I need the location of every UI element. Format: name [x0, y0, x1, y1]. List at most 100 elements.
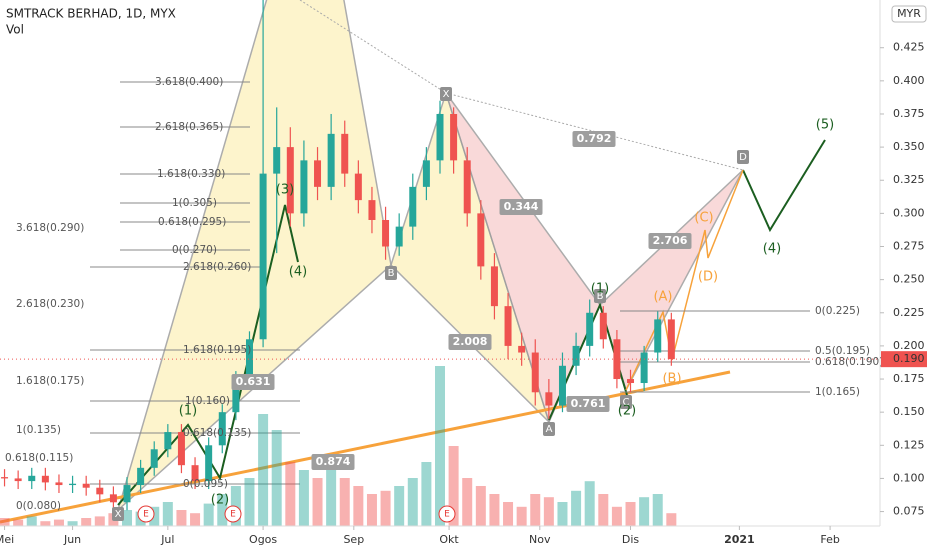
fib-label: 1(0.165) [815, 386, 860, 398]
volume-bar [557, 502, 568, 526]
candle-body [191, 465, 199, 482]
candle-body [368, 200, 376, 220]
x-tick-label: 2021 [724, 533, 755, 546]
x-tick-label: Jun [63, 533, 81, 546]
ratio-label: 2.008 [453, 335, 488, 348]
point-box [440, 87, 452, 101]
candle-body [586, 312, 594, 346]
volume-bar [639, 497, 650, 526]
candle-body [205, 445, 213, 482]
y-tick-label: 0.150 [893, 405, 925, 418]
x-tick-label: Jul [160, 533, 174, 546]
volume-bar [462, 478, 473, 526]
volume-bar [298, 470, 309, 526]
volume-bar [516, 506, 527, 526]
candle-body [504, 306, 512, 346]
candle-body [109, 494, 117, 503]
abcd-label: (B) [662, 372, 681, 387]
event-marker [224, 505, 242, 523]
candle-body [341, 133, 349, 174]
point-box [385, 266, 397, 280]
volume-bar [543, 497, 554, 526]
wave-label: (2) [211, 493, 229, 508]
x-tick-label: Dis [622, 533, 640, 546]
candle-body [28, 475, 36, 482]
point-label: X [115, 509, 122, 520]
fib-label: 0(0.225) [815, 305, 860, 317]
point-box [737, 150, 749, 164]
ratio-label: 0.792 [577, 132, 612, 145]
currency: MYR [897, 7, 921, 20]
fib-label: 2.618(0.260) [183, 261, 251, 273]
candle-body [422, 160, 430, 187]
volume-bar [217, 494, 228, 526]
point-box [620, 395, 632, 409]
candle-body [354, 173, 362, 201]
x-tick-label: Ogos [249, 533, 277, 546]
fib-label: 1.618(0.175) [16, 375, 84, 387]
y-tick-label: 0.300 [893, 206, 925, 219]
candle-body [96, 487, 104, 495]
point-label: X [443, 89, 450, 100]
point-box [594, 289, 606, 303]
volume-bar [285, 462, 296, 526]
y-tick-label: 0.325 [893, 173, 925, 186]
ratio-label: 0.761 [571, 397, 606, 410]
event-marker [438, 505, 456, 523]
volume-bar [94, 516, 105, 526]
point-label: C [623, 397, 630, 408]
wave-label: (1) [179, 404, 197, 419]
fib-label: 2.618(0.365) [155, 121, 223, 133]
volume-bar [489, 494, 500, 526]
candle-body [490, 266, 498, 307]
point-box [112, 507, 124, 521]
ratio-box [499, 199, 543, 215]
volume-bar [448, 446, 459, 526]
pattern-line [299, 0, 447, 94]
event-label: E [143, 510, 149, 520]
volume-bar [611, 506, 622, 526]
wave-label: (1) [591, 282, 609, 297]
candle-body [245, 339, 253, 380]
volume-bar [53, 519, 64, 526]
y-tick-label: 0.225 [893, 306, 925, 319]
ratio-box [566, 396, 610, 412]
candle-body [218, 412, 226, 446]
fib-label: 0.618(0.115) [5, 452, 73, 464]
candle-body [572, 345, 580, 366]
x-tick-label: Okt [439, 533, 459, 546]
volume-bar [625, 502, 636, 526]
volume-bar [258, 414, 269, 526]
volume-bar [230, 486, 241, 526]
volume-bar [530, 494, 541, 526]
point-label: A [546, 424, 553, 435]
trend-line [0, 370, 731, 524]
candle-body [640, 352, 648, 384]
volume-bar [475, 486, 486, 526]
candle-body [436, 113, 444, 161]
volume-bar [366, 494, 377, 526]
fib-label: 3.618(0.400) [155, 76, 223, 88]
fib-label: 1(0.135) [16, 424, 61, 436]
candle-body [177, 432, 185, 466]
y-tick-label: 0.200 [893, 339, 925, 352]
ratio-box [572, 131, 616, 147]
candle-body [477, 213, 485, 267]
volume-bar [652, 494, 663, 526]
fib-label: 0.618(0.295) [158, 216, 226, 228]
volume-bar [394, 486, 405, 526]
volume-bar [353, 486, 364, 526]
volume-bar [584, 481, 595, 526]
point-label: B [388, 268, 395, 279]
x-tick-label: Mei [0, 533, 14, 546]
y-tick-label: 0.250 [893, 273, 925, 286]
annotations: 3.618(0.400) 2.618(0.365) 1.618(0.330) 1(0.… [5, 76, 883, 523]
ratio-label: 2.706 [653, 234, 688, 247]
pattern-drawings [0, 0, 826, 524]
candle-body [300, 160, 308, 214]
candle-body [545, 392, 553, 406]
event-label: E [444, 510, 450, 520]
candle-body [273, 147, 281, 174]
abcd-label: (C) [694, 211, 713, 226]
candle-body [627, 379, 635, 384]
